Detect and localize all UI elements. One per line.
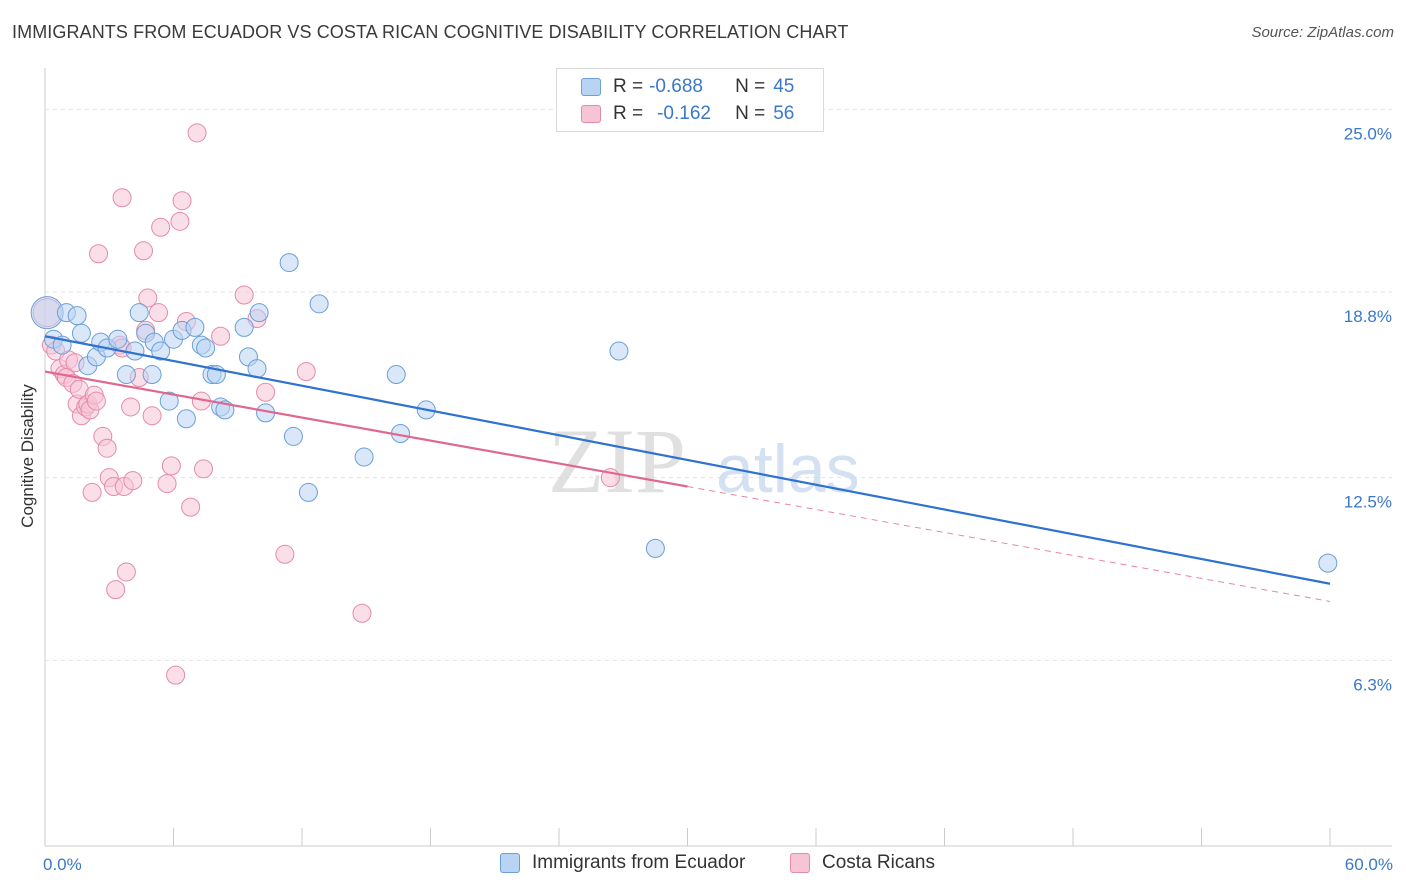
- grid-lines: [45, 108, 1392, 661]
- data-point: [125, 341, 145, 361]
- data-point: [185, 317, 205, 337]
- data-point: [121, 397, 141, 417]
- data-point: [108, 329, 128, 349]
- data-point: [181, 497, 201, 517]
- data-point: [298, 482, 318, 502]
- data-point: [159, 391, 179, 411]
- y-axis-label: Cognitive Disability: [18, 384, 37, 528]
- axes: [44, 68, 1392, 847]
- x-tick-label: 0.0%: [43, 855, 82, 874]
- data-point: [645, 538, 665, 558]
- data-point: [116, 365, 136, 385]
- data-point: [71, 323, 91, 343]
- legend-row-ecuador: R = -0.688 N = 45: [557, 75, 794, 99]
- legend-swatch-pink: [581, 105, 601, 123]
- data-point: [249, 303, 269, 323]
- data-point: [157, 474, 177, 494]
- data-point: [234, 317, 254, 337]
- data-point: [112, 188, 132, 208]
- legend-row-costa-ricans: R = -0.162 N = 56: [557, 102, 794, 126]
- data-point: [279, 253, 299, 273]
- y-tick-label: 12.5%: [1344, 493, 1392, 512]
- data-point: [138, 288, 158, 308]
- data-point: [609, 341, 629, 361]
- watermark: ZIP atlas: [548, 410, 860, 512]
- data-point: [309, 294, 329, 314]
- data-point: [142, 365, 162, 385]
- data-point: [234, 285, 254, 305]
- data-point: [275, 544, 295, 564]
- watermark-zip: ZIP: [548, 410, 686, 512]
- y-tick-label: 6.3%: [1353, 675, 1392, 694]
- legend-n-label: N =: [735, 103, 766, 124]
- bottom-legend-swatch-pink: [790, 853, 810, 873]
- legend-swatch-blue: [581, 78, 601, 96]
- legend-r-value: -0.162: [657, 103, 711, 124]
- data-point: [176, 409, 196, 429]
- data-point: [142, 406, 162, 426]
- data-point: [352, 603, 372, 623]
- data-point: [151, 341, 171, 361]
- x-tick-label: 60.0%: [1345, 855, 1393, 874]
- bottom-legend-swatch-blue: [500, 853, 520, 873]
- correlation-legend: R = -0.688 N = 45 R = -0.162 N = 56: [556, 68, 824, 132]
- legend-n-value: 45: [773, 76, 795, 97]
- data-point: [151, 217, 171, 237]
- data-point: [256, 382, 276, 402]
- data-point: [161, 456, 181, 476]
- data-point: [129, 303, 149, 323]
- y-tick-label: 18.8%: [1344, 307, 1392, 326]
- data-point: [134, 241, 154, 261]
- series-immigrants-from-ecuador: [30, 253, 1338, 573]
- bottom-legend-ecuador: Immigrants from Ecuador: [500, 852, 745, 874]
- trend-lines: [44, 335, 1331, 602]
- data-point: [97, 438, 117, 458]
- data-point: [172, 191, 192, 211]
- legend-r-value: -0.688: [649, 76, 703, 97]
- data-point: [187, 123, 207, 143]
- y-tick-label: 25.0%: [1344, 124, 1392, 143]
- source-label: Source: ZipAtlas.com: [1251, 24, 1394, 41]
- data-point: [296, 362, 316, 382]
- data-point: [116, 562, 136, 582]
- data-point: [170, 211, 190, 231]
- chart-title: IMMIGRANTS FROM ECUADOR VS COSTA RICAN C…: [12, 22, 849, 42]
- data-point: [386, 365, 406, 385]
- data-point: [86, 391, 106, 411]
- data-point: [89, 244, 109, 264]
- data-point: [149, 303, 169, 323]
- trend-line-extrapolated: [687, 486, 1331, 602]
- data-point: [123, 471, 143, 491]
- trend-line: [44, 370, 688, 488]
- legend-n-value: 56: [773, 103, 795, 124]
- trend-line: [44, 335, 1331, 585]
- legend-n-label: N =: [735, 76, 766, 97]
- bottom-legend-costa-ricans: Costa Ricans: [790, 852, 935, 874]
- data-point: [193, 459, 213, 479]
- tick-labels: 6.3% 12.5% 18.8% 25.0% 0.0% 60.0%: [43, 124, 1393, 874]
- data-point: [354, 447, 374, 467]
- legend-r-label: R =: [613, 76, 644, 97]
- data-point: [106, 580, 126, 600]
- data-point: [1318, 553, 1338, 573]
- series-costa-ricans: [32, 123, 620, 685]
- data-point: [82, 482, 102, 502]
- data-point: [166, 665, 186, 685]
- bottom-legend-label: Costa Ricans: [822, 852, 935, 873]
- bottom-legend-label: Immigrants from Ecuador: [532, 852, 746, 873]
- data-point: [196, 338, 216, 358]
- data-point: [211, 326, 231, 346]
- legend-r-label: R =: [613, 103, 644, 124]
- data-point: [67, 306, 87, 326]
- data-point: [283, 426, 303, 446]
